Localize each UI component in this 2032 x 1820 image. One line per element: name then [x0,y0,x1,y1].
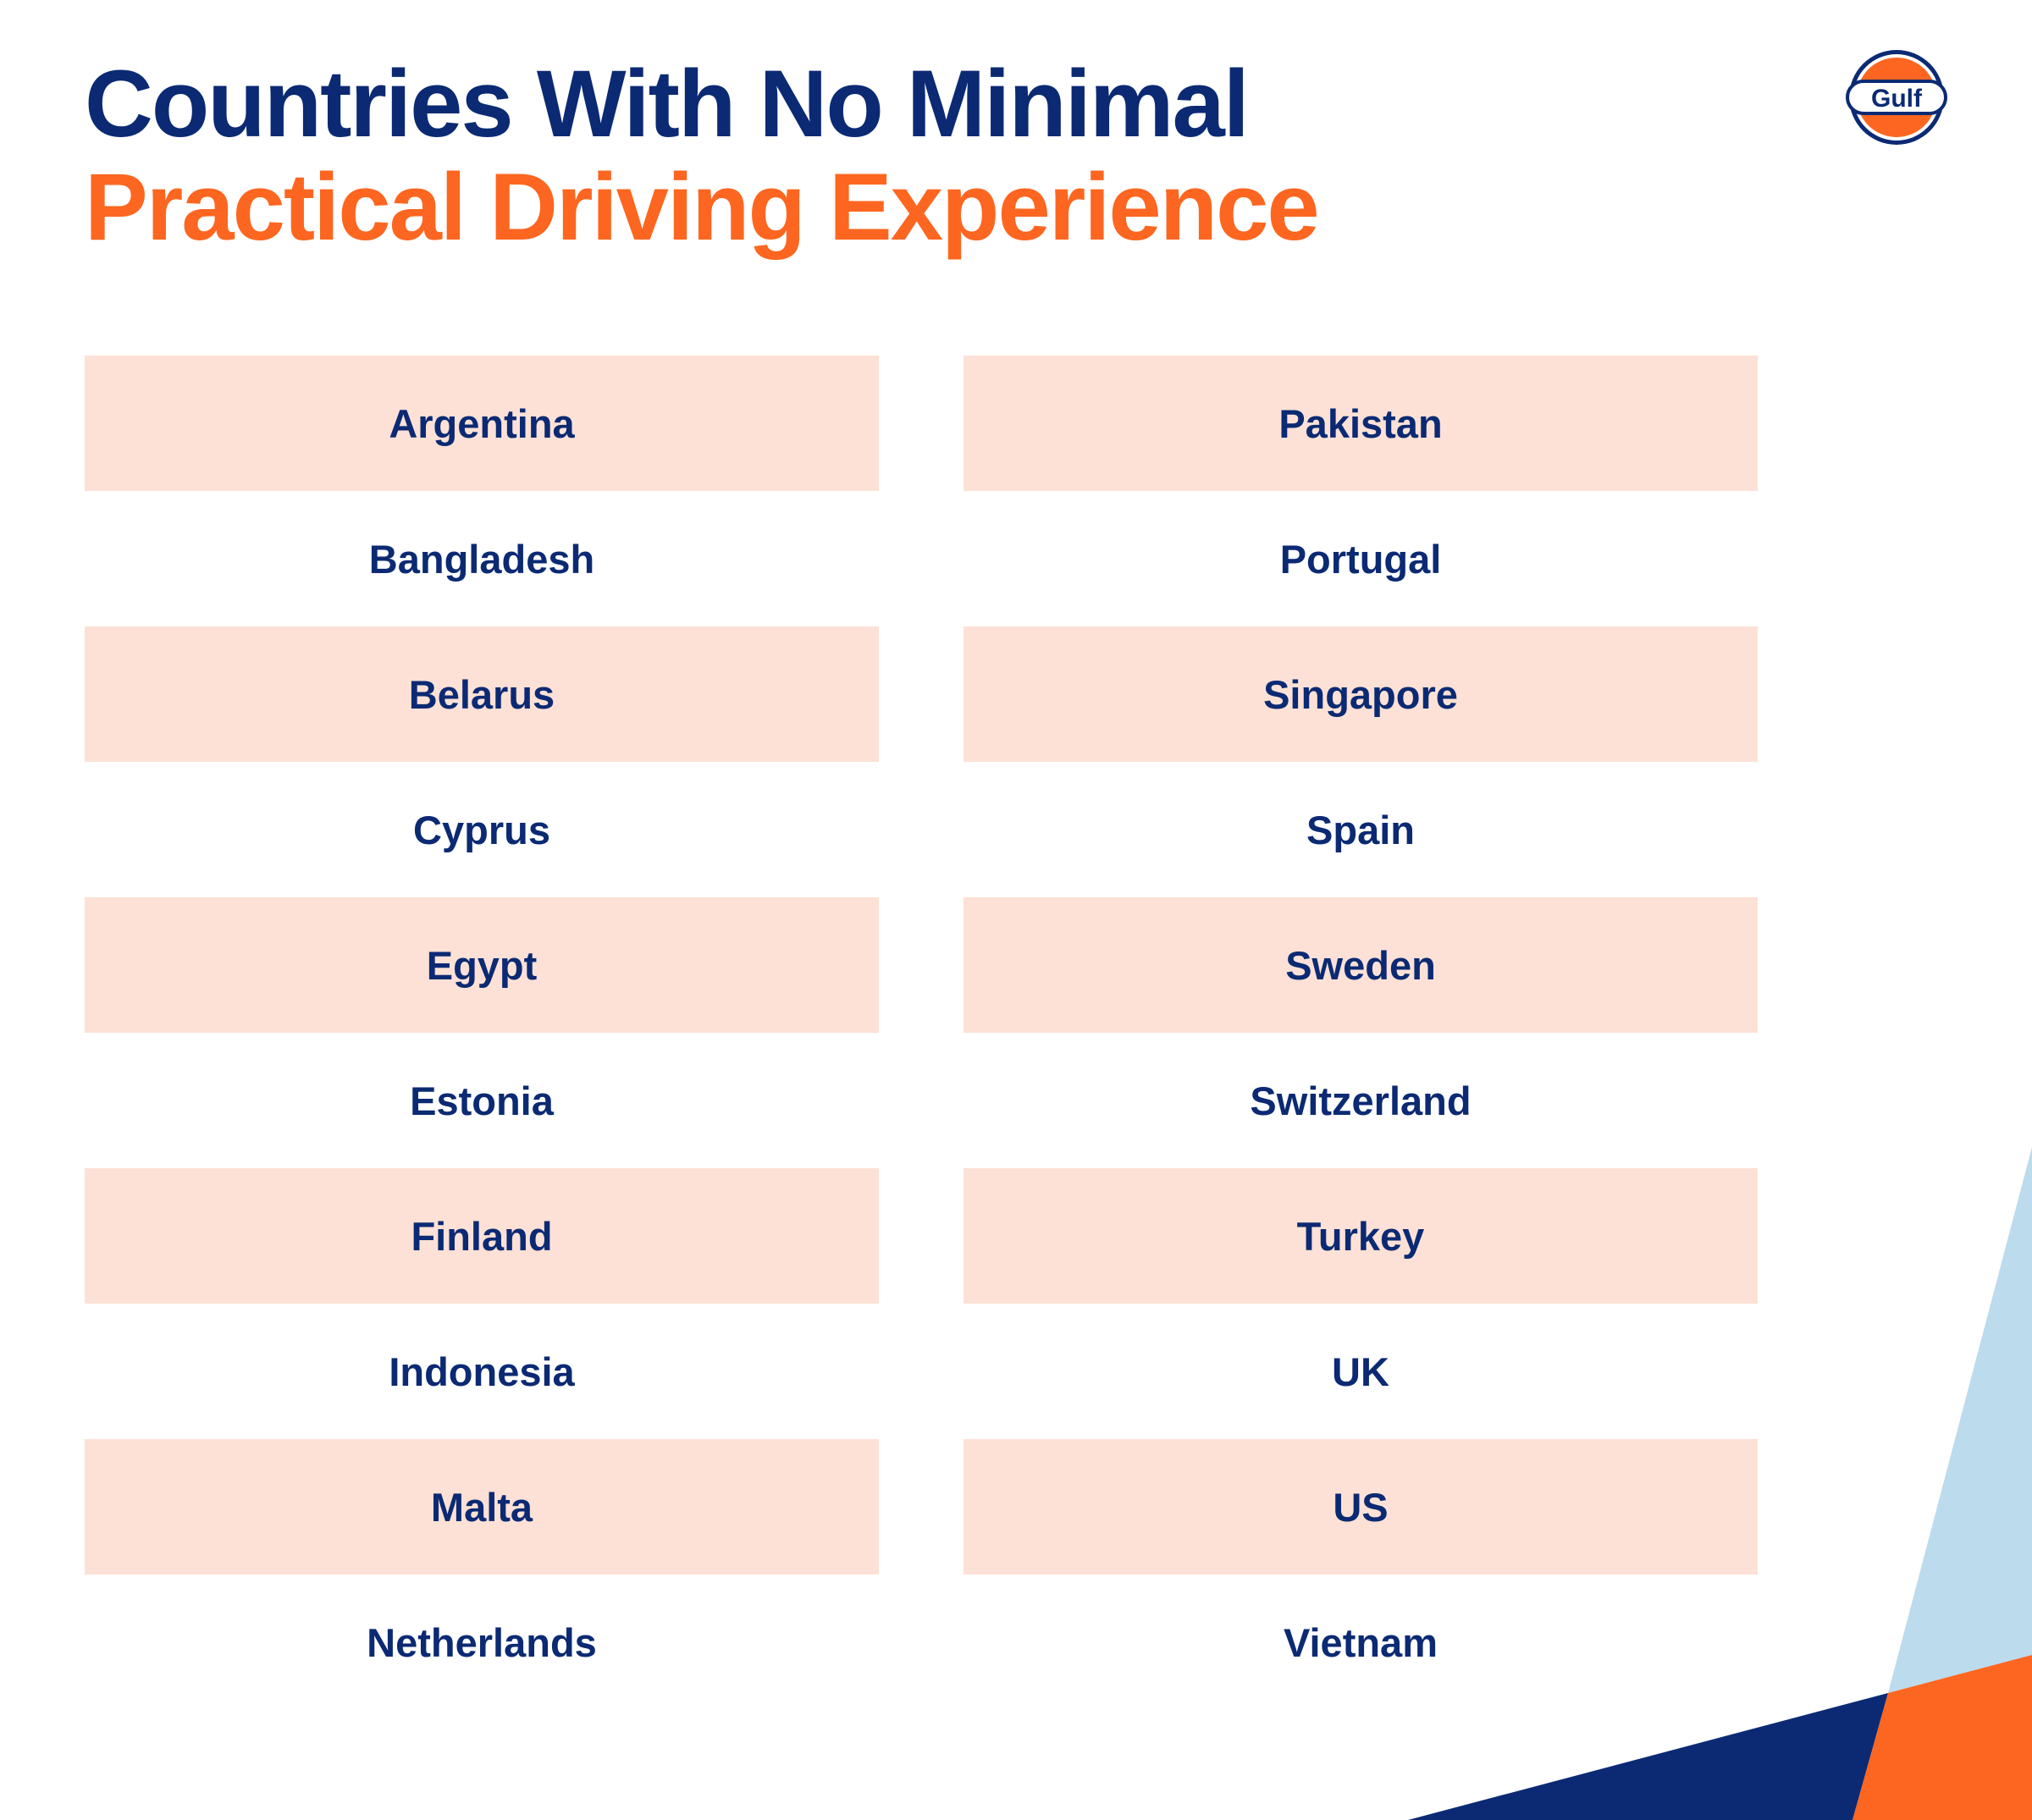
list-item: Malta [85,1439,879,1575]
list-item: Indonesia [389,1348,575,1394]
countries-column-right: Pakistan Portugal Singapore Spain Sweden… [964,356,1758,1710]
list-item: Switzerland [1250,1078,1472,1123]
orange-stripe [1853,1655,2032,1820]
list-item: Netherlands [367,1619,597,1665]
list-item: Egypt [85,897,879,1033]
list-item: Belarus [85,626,879,762]
gulf-logo-icon: Gulf [1846,50,1947,145]
countries-column-left: Argentina Bangladesh Belarus Cyprus Egyp… [85,356,879,1710]
title-line-2: Practical Driving Experience [85,154,1320,260]
list-item: Turkey [964,1168,1758,1304]
list-item: Finland [85,1168,879,1304]
list-item: Pakistan [964,356,1758,491]
list-item: Bangladesh [368,536,595,582]
list-item: Spain [1306,807,1415,852]
navy-stripe [1408,1693,1888,1820]
list-item: Singapore [964,626,1758,762]
list-item: Argentina [85,356,879,491]
list-item: US [964,1439,1758,1575]
page-title: Countries With No Minimal Practical Driv… [85,51,1320,260]
logo-text: Gulf [1871,85,1923,113]
list-item: Cyprus [413,807,550,852]
list-item: Vietnam [1284,1619,1438,1665]
list-item: Portugal [1279,536,1442,582]
list-item: Sweden [964,897,1758,1033]
list-item: UK [1332,1348,1389,1394]
light-blue-stripe [1888,1147,2032,1693]
title-line-1: Countries With No Minimal [85,51,1250,157]
list-item: Estonia [410,1078,554,1123]
